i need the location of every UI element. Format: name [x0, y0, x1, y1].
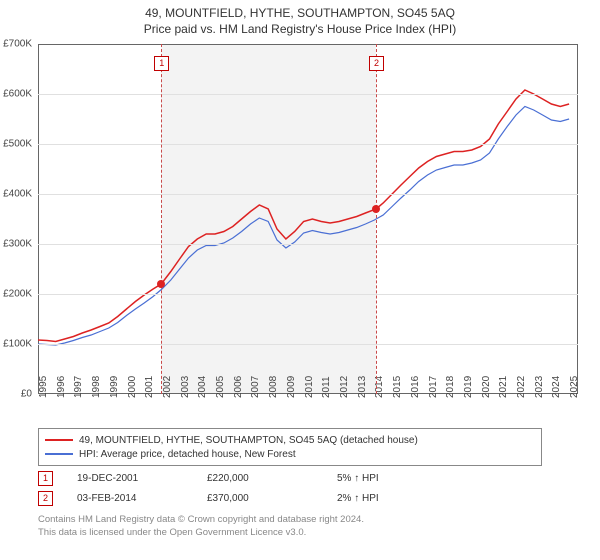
series-hpi — [38, 107, 569, 346]
x-tick-label: 2021 — [498, 376, 509, 398]
sale-dot — [372, 205, 380, 213]
x-tick-label: 1996 — [56, 376, 67, 398]
sale-marker-box: 1 — [154, 56, 169, 71]
x-tick-label: 2009 — [286, 376, 297, 398]
gridline — [38, 94, 578, 95]
sale-dot — [157, 280, 165, 288]
y-tick-label: £500K — [3, 139, 32, 150]
y-tick-label: £400K — [3, 189, 32, 200]
x-tick-label: 2019 — [463, 376, 474, 398]
y-tick-label: £300K — [3, 239, 32, 250]
sale-marker-icon: 2 — [38, 491, 53, 506]
x-tick-label: 2017 — [428, 376, 439, 398]
chart-svg — [38, 44, 578, 394]
x-tick-label: 2012 — [339, 376, 350, 398]
x-tick-label: 2006 — [233, 376, 244, 398]
x-tick-label: 2013 — [357, 376, 368, 398]
legend-label: HPI: Average price, detached house, New … — [79, 449, 296, 460]
sale-date: 19-DEC-2001 — [77, 473, 207, 484]
sale-delta: 5% ↑ HPI — [337, 473, 467, 484]
legend: 49, MOUNTFIELD, HYTHE, SOUTHAMPTON, SO45… — [38, 428, 542, 466]
x-tick-label: 2025 — [569, 376, 580, 398]
x-tick-label: 2000 — [127, 376, 138, 398]
sales-table: 1 19-DEC-2001 £220,000 5% ↑ HPI 2 03-FEB… — [38, 468, 467, 508]
sale-delta: 2% ↑ HPI — [337, 493, 467, 504]
x-tick-label: 2016 — [410, 376, 421, 398]
gridline — [38, 244, 578, 245]
x-tick-label: 2024 — [551, 376, 562, 398]
sale-row: 1 19-DEC-2001 £220,000 5% ↑ HPI — [38, 468, 467, 488]
sale-marker-icon: 1 — [38, 471, 53, 486]
y-tick-label: £100K — [3, 339, 32, 350]
x-tick-label: 2002 — [162, 376, 173, 398]
x-tick-label: 2003 — [180, 376, 191, 398]
legend-swatch — [45, 453, 73, 455]
x-tick-label: 2004 — [197, 376, 208, 398]
y-tick-label: £700K — [3, 39, 32, 50]
x-tick-label: 2018 — [445, 376, 456, 398]
price-chart: £0£100K£200K£300K£400K£500K£600K£700K199… — [38, 44, 578, 394]
series-property — [38, 90, 569, 342]
x-tick-label: 2007 — [250, 376, 261, 398]
x-tick-label: 2010 — [304, 376, 315, 398]
x-tick-label: 2015 — [392, 376, 403, 398]
gridline — [38, 144, 578, 145]
x-tick-label: 2020 — [481, 376, 492, 398]
sale-date: 03-FEB-2014 — [77, 493, 207, 504]
legend-swatch — [45, 439, 73, 441]
plot-area: £0£100K£200K£300K£400K£500K£600K£700K199… — [38, 44, 578, 394]
x-tick-label: 1998 — [91, 376, 102, 398]
x-tick-label: 2011 — [321, 376, 332, 398]
x-tick-label: 2008 — [268, 376, 279, 398]
legend-label: 49, MOUNTFIELD, HYTHE, SOUTHAMPTON, SO45… — [79, 435, 418, 446]
page-title: 49, MOUNTFIELD, HYTHE, SOUTHAMPTON, SO45… — [0, 6, 600, 20]
sale-vline — [376, 44, 377, 394]
gridline — [38, 194, 578, 195]
legend-row: 49, MOUNTFIELD, HYTHE, SOUTHAMPTON, SO45… — [45, 433, 535, 447]
y-tick-label: £200K — [3, 289, 32, 300]
footer-line: This data is licensed under the Open Gov… — [38, 527, 364, 540]
y-tick-label: £0 — [21, 389, 32, 400]
page-subtitle: Price paid vs. HM Land Registry's House … — [0, 22, 600, 36]
sale-row: 2 03-FEB-2014 £370,000 2% ↑ HPI — [38, 488, 467, 508]
x-tick-label: 1997 — [73, 376, 84, 398]
gridline — [38, 344, 578, 345]
x-tick-label: 1995 — [38, 376, 49, 398]
x-tick-label: 2005 — [215, 376, 226, 398]
x-tick-label: 2001 — [144, 376, 155, 398]
gridline — [38, 294, 578, 295]
sale-marker-box: 2 — [369, 56, 384, 71]
y-tick-label: £600K — [3, 89, 32, 100]
sale-vline — [161, 44, 162, 394]
legend-row: HPI: Average price, detached house, New … — [45, 447, 535, 461]
x-tick-label: 1999 — [109, 376, 120, 398]
footer-line: Contains HM Land Registry data © Crown c… — [38, 514, 364, 527]
x-tick-label: 2022 — [516, 376, 527, 398]
x-tick-label: 2023 — [534, 376, 545, 398]
sale-price: £220,000 — [207, 473, 337, 484]
footer: Contains HM Land Registry data © Crown c… — [38, 514, 364, 540]
sale-price: £370,000 — [207, 493, 337, 504]
